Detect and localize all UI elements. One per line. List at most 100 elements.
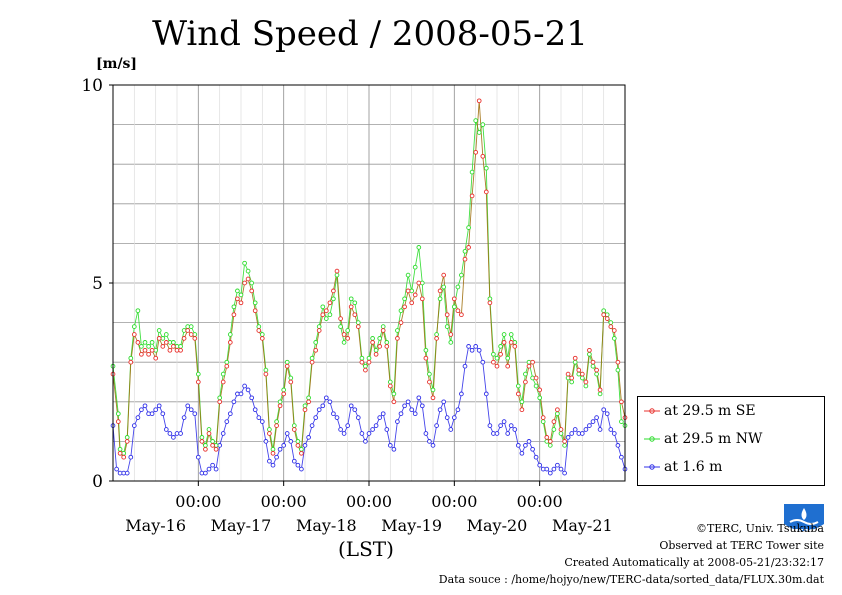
data-point (178, 431, 183, 436)
data-point (380, 411, 386, 417)
data-point (249, 288, 255, 294)
data-point (608, 427, 614, 432)
data-point (380, 324, 386, 329)
data-point (537, 387, 543, 393)
data-point (323, 308, 329, 314)
data-point (455, 284, 461, 290)
data-point (203, 446, 208, 452)
data-point (473, 344, 479, 349)
data-point (594, 371, 599, 377)
data-point (373, 423, 379, 428)
data-point (576, 367, 582, 373)
data-point (320, 403, 326, 409)
data-point (309, 355, 315, 361)
data-point (195, 379, 201, 385)
data-point (473, 118, 479, 123)
data-point (441, 399, 447, 405)
data-point (210, 439, 215, 444)
x-tick-label: 00:00 (346, 492, 392, 511)
data-point (434, 332, 439, 337)
data-point (281, 443, 287, 448)
data-point (608, 324, 614, 329)
data-point (437, 296, 443, 302)
data-point (483, 391, 489, 397)
data-point (547, 443, 553, 448)
data-point (398, 411, 404, 417)
data-point (476, 347, 482, 353)
data-point (156, 403, 162, 409)
data-point (249, 395, 255, 401)
data-point (274, 419, 279, 424)
data-point (423, 431, 429, 436)
data-point (540, 419, 546, 424)
data-point (583, 383, 589, 389)
data-point (387, 443, 393, 448)
data-point (594, 415, 599, 420)
data-point (217, 395, 223, 401)
data-point (398, 308, 404, 314)
data-point (210, 462, 215, 468)
data-point (306, 395, 311, 401)
data-point (402, 296, 407, 302)
svg-text:TERC: TERC (794, 528, 814, 536)
data-point (149, 347, 155, 353)
data-point (373, 351, 379, 357)
data-point (277, 399, 283, 405)
data-point (149, 340, 155, 345)
data-point (494, 431, 500, 436)
data-point (213, 466, 219, 472)
data-point (558, 427, 564, 432)
data-point (291, 427, 297, 432)
data-point (501, 340, 507, 345)
data-point (387, 383, 393, 389)
data-point (259, 336, 265, 341)
data-point (373, 347, 379, 353)
data-point (387, 379, 393, 385)
data-point (455, 407, 461, 413)
data-point (547, 470, 553, 476)
data-point (405, 288, 411, 294)
data-point (313, 347, 319, 353)
data-point (558, 466, 564, 472)
data-point (530, 359, 535, 365)
data-point (615, 359, 621, 365)
data-point (192, 411, 198, 417)
data-point (363, 363, 368, 369)
data-point (377, 336, 383, 341)
data-point (377, 415, 383, 420)
data-point (242, 280, 247, 286)
data-point (512, 344, 518, 349)
data-point (192, 336, 198, 341)
data-point (487, 423, 493, 428)
data-point (476, 98, 482, 104)
data-point (270, 446, 276, 452)
data-point (498, 351, 503, 357)
x-day-label: May-21 (552, 516, 613, 535)
data-point (444, 415, 450, 420)
data-point (466, 245, 471, 250)
data-point (597, 391, 603, 397)
data-point (537, 462, 543, 468)
data-point (619, 419, 624, 424)
data-point (231, 312, 237, 318)
data-point (402, 403, 407, 409)
data-point (523, 371, 528, 377)
data-point (291, 458, 297, 464)
data-point (583, 379, 589, 385)
data-point (441, 284, 447, 290)
data-point (533, 383, 539, 389)
data-point (281, 387, 287, 393)
data-point (252, 300, 258, 306)
data-point (579, 371, 585, 377)
data-point (281, 391, 287, 397)
data-point (405, 399, 411, 405)
data-point (306, 435, 311, 440)
data-point (434, 336, 439, 341)
data-point (370, 427, 375, 432)
data-point (587, 423, 592, 428)
data-point (544, 435, 550, 440)
data-point (579, 375, 585, 381)
x-tick-label: 00:00 (261, 492, 307, 511)
data-point (220, 431, 226, 436)
